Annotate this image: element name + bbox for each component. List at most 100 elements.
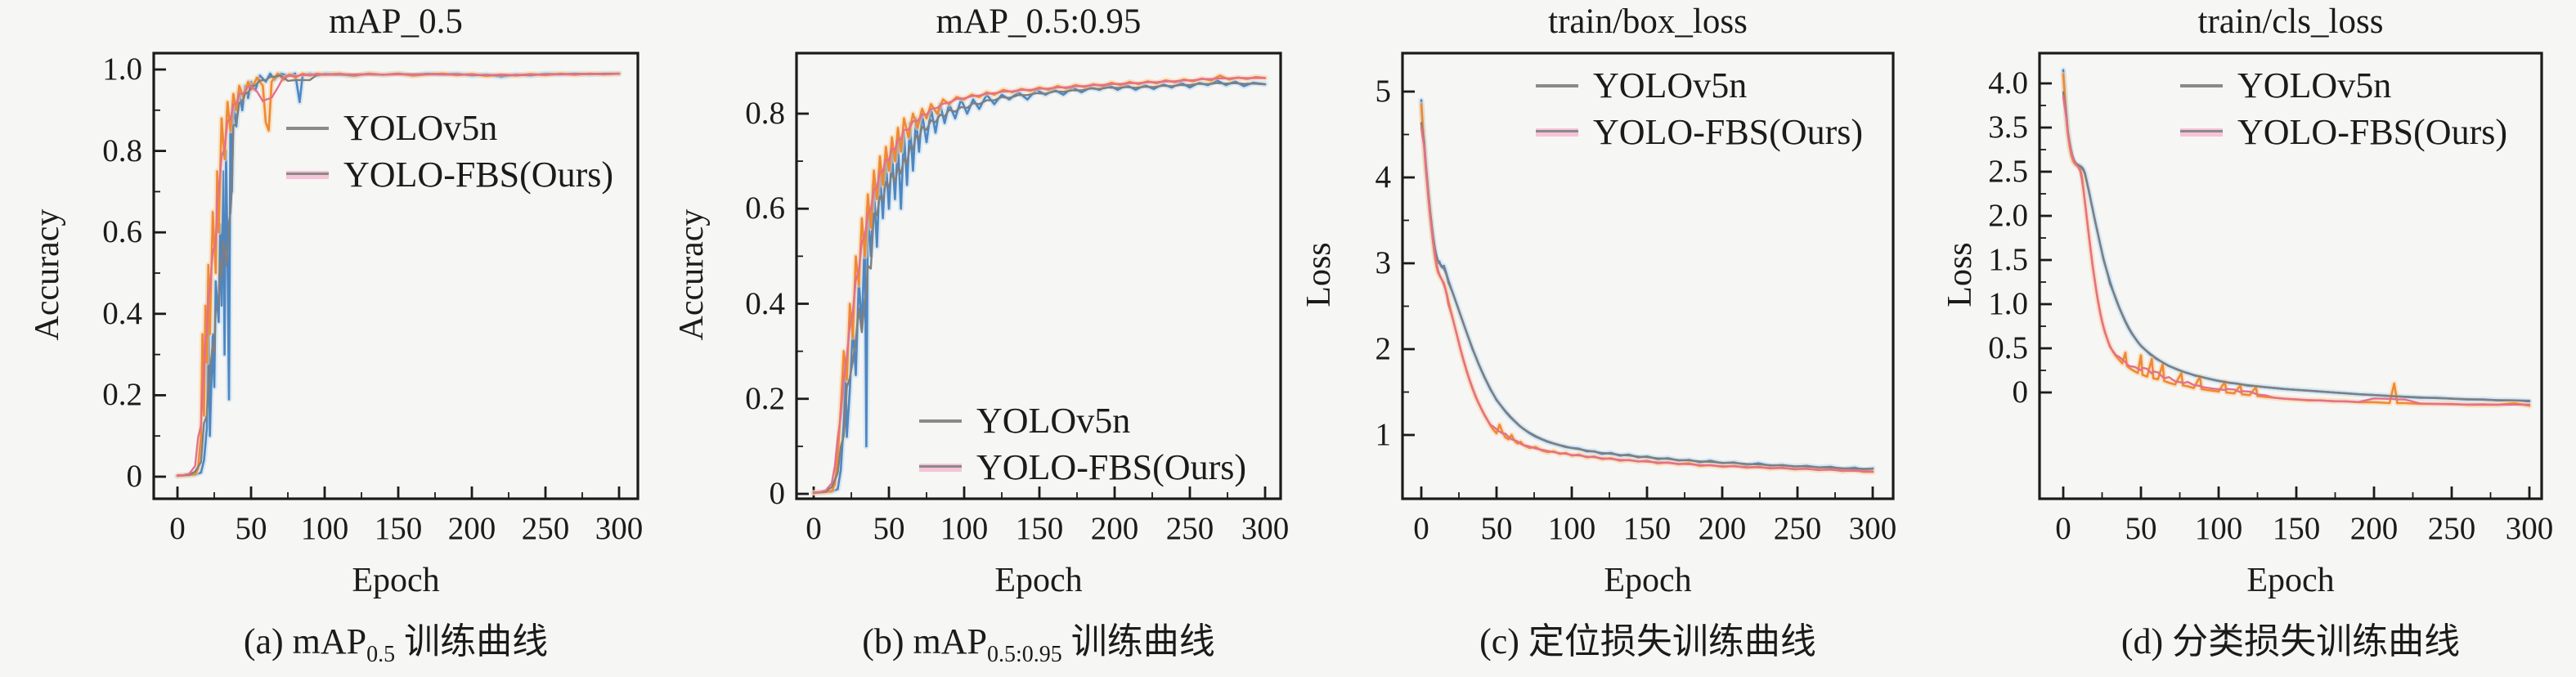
chart-panel-b: mAP_0.5:0.95 Accuracy 0 50 100 150 200 250 300 0.… bbox=[644, 0, 1289, 677]
x-tick-label: 300 bbox=[595, 511, 644, 546]
caption: (c) 定位损失训练曲线 bbox=[1353, 612, 1942, 664]
x-axis-label: Epoch bbox=[2246, 562, 2335, 599]
y-tick-label: 0.2 bbox=[102, 377, 142, 413]
legend-line-icon bbox=[1536, 129, 1578, 132]
y-tick-label: 0.8 bbox=[745, 96, 785, 131]
legend-item-yolov5n: YOLOv5n bbox=[1536, 62, 1863, 109]
legend-item-yolov5n: YOLOv5n bbox=[2180, 62, 2507, 109]
curve-yolo_fbs-smooth bbox=[812, 76, 1267, 494]
caption-text-post: 训练曲线 bbox=[1061, 621, 1215, 661]
caption-text: (d) 分类损失训练曲线 bbox=[2120, 621, 2461, 661]
x-tick-label: 300 bbox=[1848, 511, 1897, 546]
x-tick-label: 50 bbox=[1480, 511, 1513, 546]
chart-title: train/box_loss bbox=[1548, 2, 1748, 41]
legend-line-icon bbox=[919, 464, 962, 468]
legend-label: YOLOv5n bbox=[343, 108, 498, 148]
y-tick-label: 0.4 bbox=[102, 295, 142, 331]
axis-box bbox=[152, 52, 640, 500]
y-tick-label: 0.8 bbox=[102, 132, 142, 168]
x-tick-label: 200 bbox=[447, 511, 496, 546]
y-tick-label: 1.0 bbox=[1988, 286, 2028, 321]
y-tick-label: 0.6 bbox=[102, 214, 142, 250]
y-tick-label: 0.2 bbox=[745, 380, 785, 416]
chart-panel-a: mAP_0.5 Accuracy 0 50 100 150 200 250 300 1.0 0.8 0… bbox=[0, 0, 644, 677]
y-tick-label: 4 bbox=[1375, 159, 1392, 195]
x-tick-label: 200 bbox=[1090, 511, 1139, 546]
chart-title: mAP_0.5:0.95 bbox=[936, 2, 1142, 41]
y-tick-label: 4.0 bbox=[1988, 65, 2028, 101]
curve-yolo_fbs-smooth bbox=[2062, 95, 2531, 406]
x-tick-label: 250 bbox=[1165, 511, 1214, 546]
x-tick-label: 50 bbox=[2125, 511, 2157, 546]
x-tick-label: 0 bbox=[169, 511, 186, 546]
x-tick-label: 250 bbox=[521, 511, 570, 546]
legend-line-icon bbox=[1536, 83, 1578, 87]
legend-item-yolo_fbs: YOLO-FBS(Ours) bbox=[286, 151, 613, 198]
y-tick-label: 0 bbox=[2012, 374, 2029, 410]
legend-label: YOLO-FBS(Ours) bbox=[2237, 112, 2507, 152]
legend-swatch-yolov5n bbox=[286, 122, 329, 135]
chart-title: mAP_0.5 bbox=[329, 2, 463, 41]
x-tick-label: 300 bbox=[2505, 511, 2554, 546]
x-tick-label: 0 bbox=[2055, 511, 2071, 546]
x-tick-label: 100 bbox=[1547, 511, 1596, 546]
y-tick-label: 5 bbox=[1375, 74, 1392, 109]
y-tick-label: 2 bbox=[1375, 331, 1392, 366]
caption-text: (b) mAP bbox=[862, 621, 987, 661]
curve-yolov5n-smooth bbox=[812, 82, 1267, 494]
caption-sub: 0.5 bbox=[366, 641, 396, 667]
x-tick-label: 100 bbox=[940, 511, 989, 546]
legend-band-icon bbox=[1536, 128, 1578, 137]
legend-item-yolo_fbs: YOLO-FBS(Ours) bbox=[919, 444, 1246, 491]
curve-yolo_fbs-raw bbox=[1420, 103, 1874, 473]
x-tick-label: 0 bbox=[806, 511, 822, 546]
y-tick-label: 1.5 bbox=[1988, 242, 2028, 277]
y-tick-label: 0.4 bbox=[745, 285, 785, 321]
curve-yolo_fbs-smooth bbox=[176, 73, 621, 477]
y-tick-label: 2.0 bbox=[1988, 198, 2028, 233]
x-axis-label: Epoch bbox=[352, 562, 440, 599]
legend-label: YOLO-FBS(Ours) bbox=[343, 155, 613, 195]
legend: YOLOv5n YOLO-FBS(Ours) bbox=[919, 397, 1246, 491]
legend-swatch-yolo_fbs bbox=[2180, 126, 2223, 139]
x-tick-label: 250 bbox=[2427, 511, 2476, 546]
legend-label: YOLOv5n bbox=[2237, 65, 2392, 105]
axis-box bbox=[2038, 52, 2543, 500]
legend-line-icon bbox=[919, 419, 962, 423]
legend-item-yolo_fbs: YOLO-FBS(Ours) bbox=[1536, 109, 1863, 155]
caption-sub: 0.5:0.95 bbox=[987, 641, 1062, 667]
y-tick-label: 1.0 bbox=[102, 52, 142, 87]
curve-yolo_fbs-halo bbox=[1418, 101, 1876, 475]
legend-swatch-yolov5n bbox=[2180, 79, 2223, 92]
legend-swatch-yolo_fbs bbox=[919, 461, 962, 474]
caption: (a) mAP0.5 训练曲线 bbox=[105, 612, 687, 668]
x-axis-label: Epoch bbox=[1604, 562, 1692, 599]
legend-label: YOLOv5n bbox=[976, 401, 1131, 441]
legend-line-icon bbox=[286, 126, 329, 130]
plot-svg bbox=[152, 52, 640, 500]
legend-swatch-yolo_fbs bbox=[286, 168, 329, 182]
legend: YOLOv5n YOLO-FBS(Ours) bbox=[286, 105, 613, 198]
x-tick-label: 150 bbox=[2272, 511, 2321, 546]
x-tick-label: 200 bbox=[2349, 511, 2399, 546]
curve-yolo_fbs-raw bbox=[812, 74, 1267, 495]
chart-panel-c: train/box_loss Loss 0 50 100 150 200 250 300 5 4 3 2… bbox=[1288, 0, 1932, 677]
legend: YOLOv5n YOLO-FBS(Ours) bbox=[2180, 62, 2507, 155]
caption: (b) mAP0.5:0.95 训练曲线 bbox=[747, 612, 1330, 668]
legend-line-icon bbox=[2180, 129, 2223, 132]
legend-band-icon bbox=[286, 170, 329, 179]
plot-svg bbox=[2038, 52, 2543, 500]
y-tick-label: 0 bbox=[126, 459, 143, 494]
legend-swatch-yolo_fbs bbox=[1536, 126, 1578, 139]
curve-yolov5n-halo bbox=[1418, 97, 1876, 473]
x-tick-label: 200 bbox=[1698, 511, 1747, 546]
legend-label: YOLO-FBS(Ours) bbox=[1593, 112, 1863, 152]
legend-swatch-yolov5n bbox=[1536, 79, 1578, 92]
y-tick-label: 1 bbox=[1375, 417, 1392, 452]
curve-yolov5n-raw bbox=[812, 79, 1267, 495]
legend-swatch-yolov5n bbox=[919, 415, 962, 428]
legend-item-yolov5n: YOLOv5n bbox=[919, 397, 1246, 444]
x-tick-label: 100 bbox=[300, 511, 349, 546]
x-axis-label: Epoch bbox=[994, 562, 1083, 599]
